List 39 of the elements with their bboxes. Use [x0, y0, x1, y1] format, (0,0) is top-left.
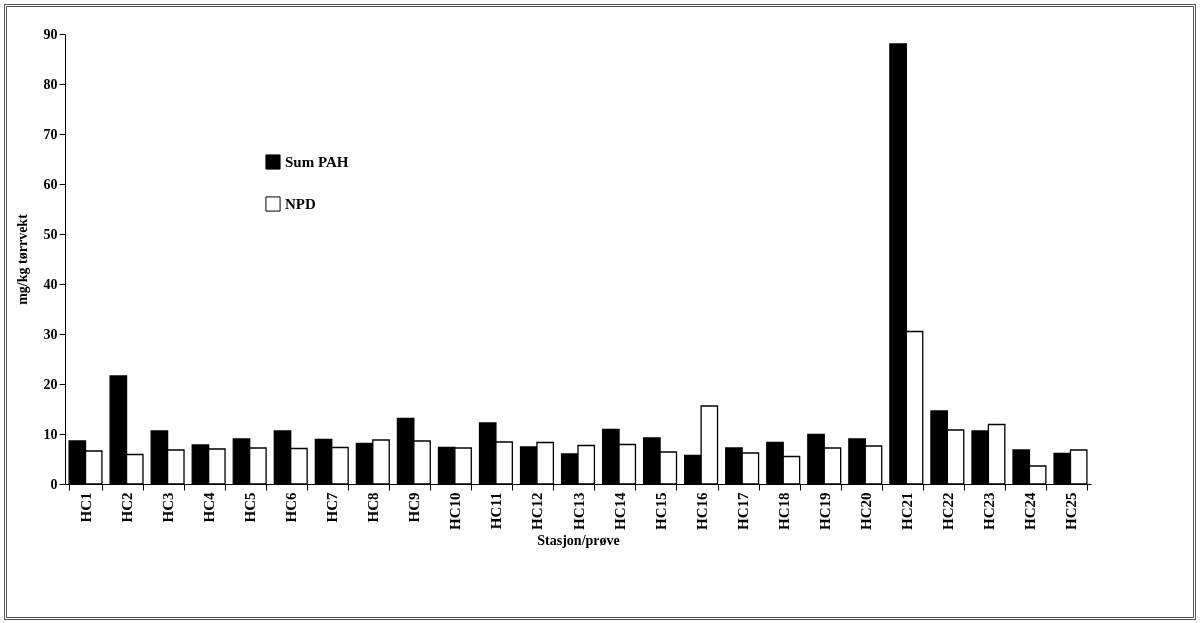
- x-tick-label: HC16: [693, 492, 710, 530]
- y-tick-label: 70: [43, 126, 58, 142]
- x-tick-label: HC12: [529, 492, 546, 530]
- x-tick-label: HC3: [160, 492, 177, 523]
- x-tick-label: HC4: [201, 492, 218, 523]
- x-tick-label: HC14: [611, 492, 628, 530]
- x-tick-label: HC25: [1062, 492, 1079, 530]
- y-tick-label: 60: [43, 176, 58, 192]
- x-tick-label: HC21: [898, 492, 915, 530]
- x-axis-title: Stasjon/prøve: [537, 533, 620, 548]
- x-tick-label: HC24: [1021, 492, 1038, 530]
- y-tick-label: 0: [50, 476, 58, 492]
- y-tick-label: 30: [43, 326, 58, 342]
- x-tick-label: HC20: [857, 492, 874, 530]
- y-tick-label: 90: [43, 26, 58, 42]
- x-tick-label: HC9: [406, 492, 423, 523]
- x-tick-label: HC6: [283, 492, 300, 523]
- y-tick-label: 40: [43, 276, 58, 292]
- y-axis-title: mg/kg tørrvekt: [14, 213, 30, 305]
- x-tick-label: HC7: [324, 492, 341, 523]
- x-tick-label: HC18: [775, 492, 792, 530]
- x-tick-label: HC8: [365, 492, 382, 523]
- x-tick-label: HC10: [447, 492, 464, 530]
- x-tick-label: HC23: [980, 492, 997, 530]
- x-tick-label: HC15: [652, 492, 669, 530]
- x-tick-label: HC2: [119, 492, 136, 523]
- x-tick-label: HC11: [488, 492, 505, 530]
- legend-label: Sum PAH: [285, 154, 349, 170]
- y-tick-label: 10: [43, 426, 58, 442]
- legend-label: NPD: [285, 196, 316, 212]
- y-tick-label: 50: [43, 226, 58, 242]
- y-tick-label: 20: [43, 376, 58, 392]
- x-tick-label: HC17: [734, 492, 751, 530]
- x-tick-label: HC13: [570, 492, 587, 530]
- x-tick-label: HC5: [242, 492, 259, 523]
- x-tick-label: HC22: [939, 492, 956, 530]
- x-tick-label: HC19: [816, 492, 833, 530]
- y-tick-label: 80: [43, 76, 58, 92]
- x-tick-label: HC1: [78, 492, 95, 523]
